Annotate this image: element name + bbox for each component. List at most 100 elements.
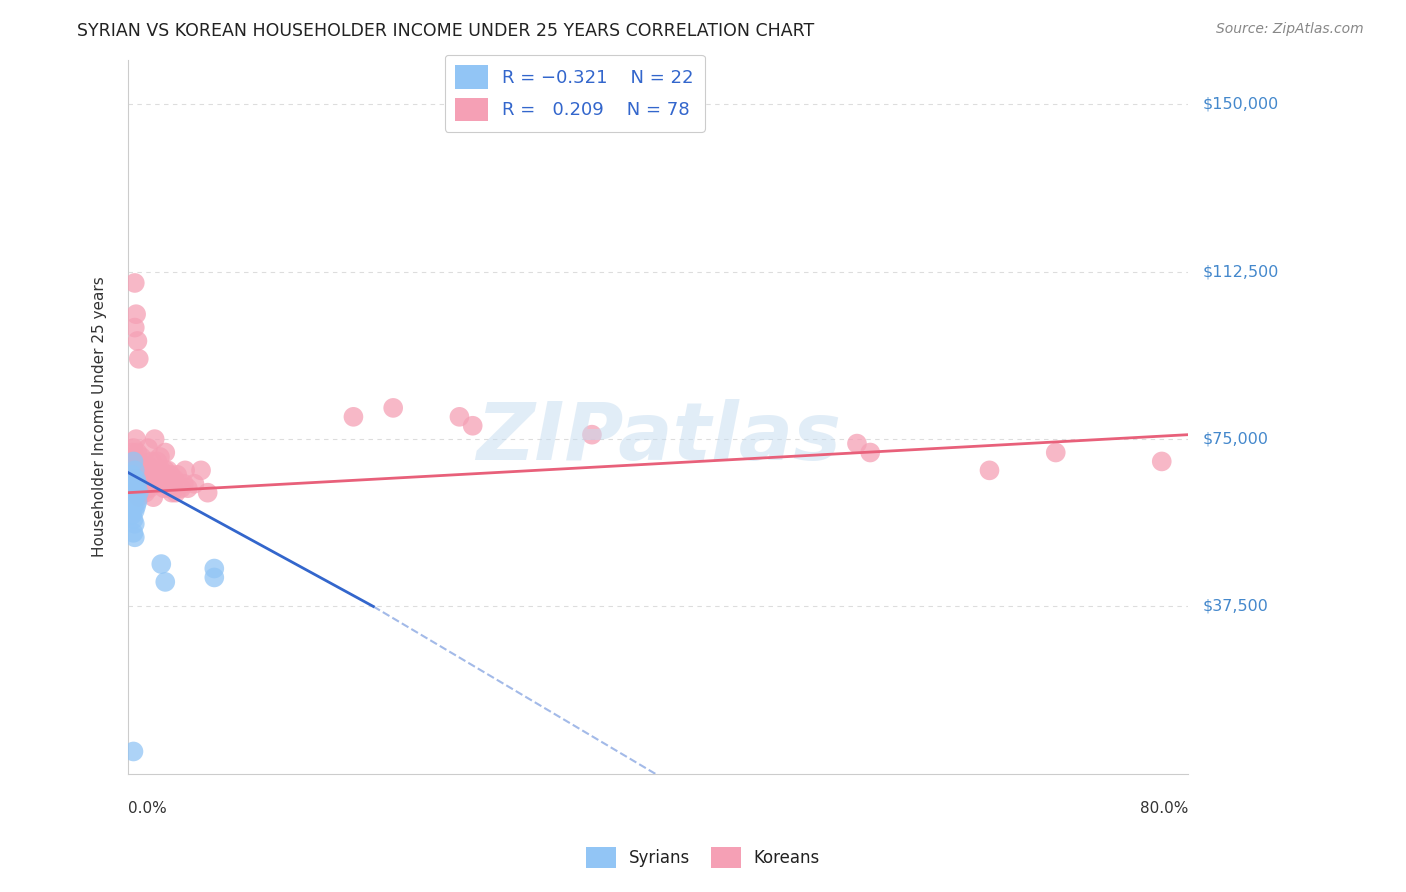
Point [1045, 445, 1067, 459]
Point [160, 485, 183, 500]
Point [183, 476, 205, 491]
Point [131, 485, 153, 500]
Point [143, 432, 166, 446]
Point [122, 499, 145, 513]
Point [142, 472, 165, 486]
Point [135, 463, 157, 477]
Point [125, 476, 148, 491]
Point [128, 351, 150, 366]
Point [846, 436, 869, 450]
Text: 80.0%: 80.0% [1140, 801, 1188, 816]
Point [173, 476, 195, 491]
Point [125, 485, 148, 500]
Legend: R = −0.321    N = 22, R =   0.209    N = 78: R = −0.321 N = 22, R = 0.209 N = 78 [444, 54, 704, 132]
Point [157, 481, 180, 495]
Point [138, 463, 160, 477]
Point [979, 463, 1001, 477]
Point [128, 472, 150, 486]
Point [145, 463, 167, 477]
Y-axis label: Householder Income Under 25 years: Householder Income Under 25 years [93, 277, 107, 558]
Point [156, 463, 179, 477]
Point [124, 530, 146, 544]
Point [449, 409, 471, 424]
Point [121, 508, 143, 522]
Point [132, 458, 155, 473]
Point [134, 485, 156, 500]
Point [127, 445, 149, 459]
Point [190, 463, 212, 477]
Point [122, 512, 145, 526]
Point [121, 445, 143, 459]
Point [121, 494, 143, 508]
Text: $75,000: $75,000 [1202, 432, 1268, 447]
Point [166, 467, 188, 482]
Point [125, 432, 148, 446]
Text: ZIPatlas: ZIPatlas [475, 400, 841, 477]
Point [131, 467, 153, 482]
Text: Source: ZipAtlas.com: Source: ZipAtlas.com [1216, 22, 1364, 37]
Point [138, 481, 160, 495]
Point [132, 476, 155, 491]
Point [461, 418, 484, 433]
Point [150, 476, 173, 491]
Point [127, 481, 149, 495]
Point [124, 276, 146, 290]
Point [150, 557, 173, 571]
Point [202, 561, 225, 575]
Point [124, 463, 146, 477]
Point [136, 476, 159, 491]
Point [122, 485, 145, 500]
Point [128, 490, 150, 504]
Point [136, 458, 159, 473]
Point [122, 476, 145, 491]
Point [127, 334, 149, 348]
Point [124, 490, 146, 504]
Text: $37,500: $37,500 [1202, 599, 1268, 614]
Text: SYRIAN VS KOREAN HOUSEHOLDER INCOME UNDER 25 YEARS CORRELATION CHART: SYRIAN VS KOREAN HOUSEHOLDER INCOME UNDE… [77, 22, 814, 40]
Point [1150, 454, 1173, 468]
Point [150, 463, 173, 477]
Point [135, 481, 157, 495]
Point [136, 441, 159, 455]
Point [121, 463, 143, 477]
Point [122, 744, 145, 758]
Point [155, 574, 177, 589]
Point [122, 454, 145, 468]
Point [146, 454, 169, 468]
Point [581, 427, 603, 442]
Point [159, 467, 181, 482]
Point [124, 516, 146, 531]
Point [146, 476, 169, 491]
Point [141, 454, 163, 468]
Point [202, 570, 225, 584]
Point [177, 481, 200, 495]
Point [174, 463, 197, 477]
Point [124, 476, 146, 491]
Text: $150,000: $150,000 [1202, 97, 1278, 112]
Point [128, 485, 150, 500]
Point [131, 450, 153, 464]
Point [859, 445, 882, 459]
Point [141, 476, 163, 491]
Point [149, 467, 172, 482]
Point [122, 472, 145, 486]
Point [125, 499, 148, 513]
Point [155, 463, 177, 477]
Point [129, 476, 152, 491]
Point [149, 450, 172, 464]
Point [124, 485, 146, 500]
Point [142, 490, 165, 504]
Point [165, 485, 187, 500]
Point [134, 463, 156, 477]
Text: $112,500: $112,500 [1202, 264, 1278, 279]
Point [127, 463, 149, 477]
Point [124, 320, 146, 334]
Point [155, 445, 177, 459]
Point [129, 458, 152, 473]
Legend: Syrians, Koreans: Syrians, Koreans [579, 840, 827, 875]
Point [125, 307, 148, 321]
Point [382, 401, 405, 415]
Point [121, 481, 143, 495]
Text: 0.0%: 0.0% [128, 801, 167, 816]
Point [122, 525, 145, 540]
